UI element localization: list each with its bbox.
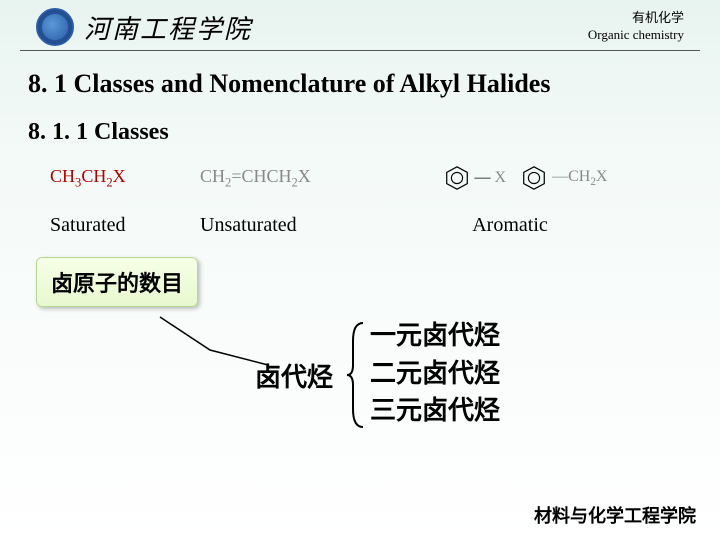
sub-title: 8. 1. 1 Classes bbox=[0, 107, 720, 164]
course-en: Organic chemistry bbox=[588, 27, 684, 44]
formula-unsaturated: CH2=CHCH2X bbox=[200, 166, 360, 191]
label-saturated: Saturated bbox=[50, 214, 200, 237]
branch-3: 三元卤代烃 bbox=[370, 392, 500, 430]
benzene-ring-icon bbox=[520, 164, 548, 192]
label-unsaturated: Unsaturated bbox=[200, 214, 390, 237]
course-cn: 有机化学 bbox=[588, 10, 684, 27]
department-footer: 材料与化学工程学院 bbox=[534, 502, 696, 528]
aromatic-formula-1: —X bbox=[443, 164, 507, 192]
page-header: 河南工程学院 有机化学 Organic chemistry bbox=[20, 0, 700, 51]
classification-tree: 卤代烃 一元卤代烃 二元卤代烃 三元卤代烃 bbox=[0, 315, 720, 445]
callout-connector-icon bbox=[150, 315, 270, 385]
course-label: 有机化学 Organic chemistry bbox=[588, 10, 684, 44]
school-name: 河南工程学院 bbox=[84, 9, 588, 46]
aromatic-x-1: X bbox=[495, 169, 507, 187]
formula-row: CH3CH2X CH2=CHCH2X —X —CH2X bbox=[0, 164, 720, 208]
school-logo-icon bbox=[36, 8, 74, 46]
brace-icon bbox=[345, 321, 365, 429]
halogen-count-badge: 卤原子的数目 bbox=[36, 257, 198, 307]
main-title: 8. 1 Classes and Nomenclature of Alkyl H… bbox=[0, 51, 720, 107]
tree-branches: 一元卤代烃 二元卤代烃 三元卤代烃 bbox=[370, 317, 500, 430]
class-labels-row: Saturated Unsaturated Aromatic bbox=[0, 208, 720, 257]
formula-saturated: CH3CH2X bbox=[50, 166, 180, 191]
label-aromatic: Aromatic bbox=[390, 214, 670, 237]
tree-root: 卤代烃 bbox=[255, 357, 333, 394]
branch-2: 二元卤代烃 bbox=[370, 355, 500, 393]
branch-1: 一元卤代烃 bbox=[370, 317, 500, 355]
benzene-ring-icon bbox=[443, 164, 471, 192]
formula-aromatic-group: —X —CH2X bbox=[380, 164, 670, 192]
aromatic-formula-2: —CH2X bbox=[520, 164, 607, 192]
